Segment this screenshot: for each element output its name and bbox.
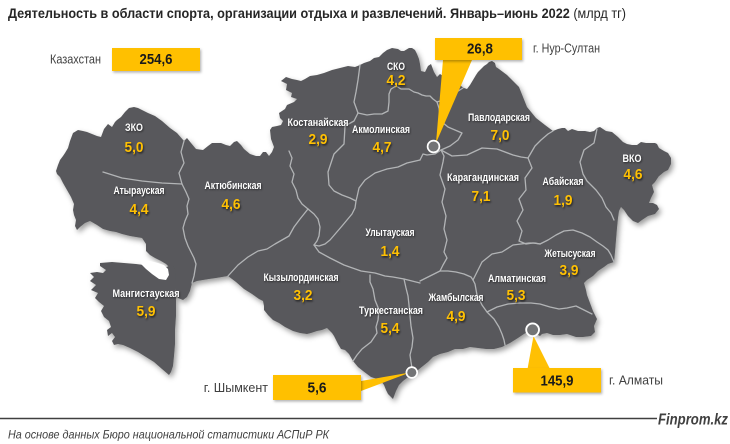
- svg-text:Акмолинская: Акмолинская: [352, 124, 410, 136]
- svg-text:г. Алматы: г. Алматы: [609, 374, 663, 388]
- svg-text:145,9: 145,9: [541, 374, 574, 390]
- svg-text:ЗКО: ЗКО: [125, 122, 143, 134]
- svg-text:4,9: 4,9: [447, 308, 466, 325]
- svg-text:Алматинская: Алматинская: [488, 273, 546, 285]
- svg-text:На основе данных Бюро национал: На основе данных Бюро национальной стати…: [8, 428, 330, 442]
- svg-text:5,0: 5,0: [125, 139, 144, 156]
- svg-text:Жамбылская: Жамбылская: [428, 292, 484, 304]
- svg-text:5,4: 5,4: [381, 320, 401, 337]
- svg-text:5,6: 5,6: [308, 381, 327, 397]
- svg-text:ВКО: ВКО: [623, 153, 642, 165]
- svg-text:Кызылординская: Кызылординская: [264, 272, 339, 284]
- svg-text:Карагандинская: Карагандинская: [447, 172, 519, 184]
- svg-text:2,9: 2,9: [309, 131, 328, 148]
- svg-text:Актюбинская: Актюбинская: [205, 180, 262, 192]
- svg-text:1,9: 1,9: [554, 192, 573, 209]
- svg-text:26,8: 26,8: [467, 42, 493, 58]
- svg-text:4,6: 4,6: [624, 166, 643, 183]
- svg-text:4,2: 4,2: [387, 72, 406, 89]
- svg-text:г. Нур-Султан: г. Нур-Султан: [533, 42, 600, 56]
- svg-text:Павлодарская: Павлодарская: [468, 112, 530, 124]
- svg-text:4,7: 4,7: [373, 139, 392, 156]
- svg-text:Жетысуская: Жетысуская: [544, 248, 596, 260]
- svg-text:7,0: 7,0: [491, 127, 510, 144]
- svg-text:4,6: 4,6: [222, 196, 241, 213]
- svg-text:СКО: СКО: [387, 61, 405, 73]
- svg-text:Деятельность в области спорта,: Деятельность в области спорта, организац…: [8, 6, 626, 21]
- svg-text:Улытауская: Улытауская: [366, 227, 415, 239]
- svg-text:г. Шымкент: г. Шымкент: [204, 381, 268, 395]
- svg-text:5,3: 5,3: [507, 287, 526, 304]
- svg-text:Мангистауская: Мангистауская: [113, 288, 180, 300]
- svg-text:254,6: 254,6: [140, 52, 173, 68]
- svg-text:Казахстан: Казахстан: [50, 53, 101, 67]
- svg-text:3,2: 3,2: [294, 287, 313, 304]
- svg-text:1,4: 1,4: [381, 243, 401, 260]
- svg-text:Костанайская: Костанайская: [288, 117, 349, 129]
- svg-text:Finprom.kz: Finprom.kz: [658, 412, 728, 429]
- svg-text:4,4: 4,4: [130, 201, 150, 218]
- svg-text:3,9: 3,9: [560, 262, 579, 279]
- svg-text:7,1: 7,1: [472, 188, 491, 205]
- svg-text:5,9: 5,9: [137, 303, 156, 320]
- svg-text:Атырауская: Атырауская: [114, 185, 165, 197]
- svg-text:Туркестанская: Туркестанская: [359, 305, 423, 317]
- svg-text:Абайская: Абайская: [543, 176, 584, 188]
